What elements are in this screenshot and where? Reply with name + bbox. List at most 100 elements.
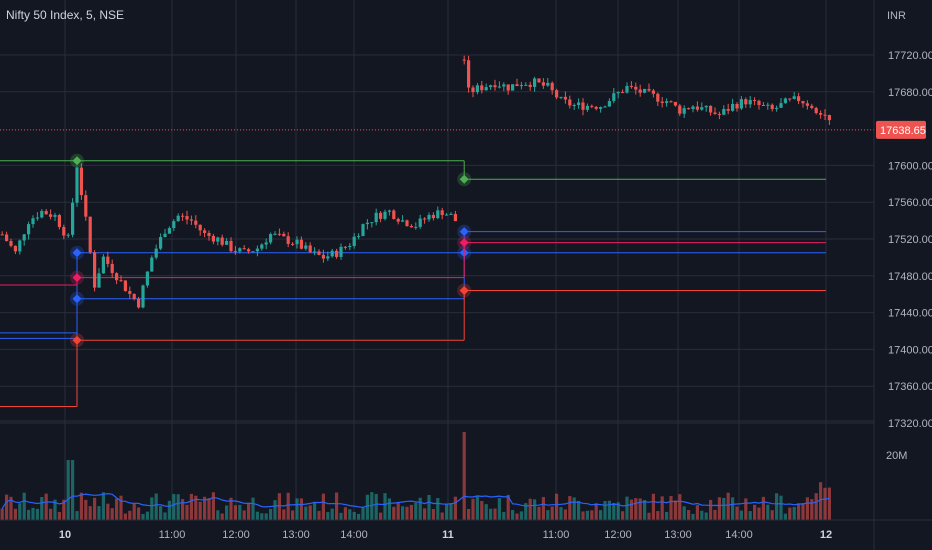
- volume-bar: [115, 498, 119, 520]
- candle-body: [216, 237, 220, 242]
- volume-bar: [211, 492, 215, 520]
- volume-bar: [207, 498, 211, 520]
- volume-bar: [291, 510, 295, 520]
- candle-body: [392, 210, 396, 219]
- volume-bar: [365, 494, 369, 520]
- candle-body: [783, 98, 787, 104]
- candle-body: [194, 220, 198, 225]
- volume-bar: [511, 509, 515, 520]
- candle-body: [308, 245, 312, 253]
- volume-bar: [572, 497, 576, 520]
- volume-bar: [229, 497, 233, 520]
- candle-body: [401, 220, 405, 222]
- volume-bar: [119, 495, 123, 520]
- volume-bar: [559, 507, 563, 520]
- volume-bar: [383, 493, 387, 520]
- candle-body: [264, 242, 268, 245]
- time-tick-label: 10: [59, 529, 71, 541]
- volume-bar: [317, 510, 321, 520]
- candle-body: [801, 101, 805, 104]
- candle-body: [682, 108, 686, 114]
- volume-bar: [748, 511, 752, 520]
- volume-bar: [40, 496, 44, 520]
- candle-body: [673, 101, 677, 106]
- symbol-title[interactable]: Nifty 50 Index, 5, NSE: [6, 8, 125, 22]
- volume-bar: [106, 503, 110, 520]
- price-tick-label: 17440.00: [888, 308, 932, 320]
- time-tick-label: 12:00: [222, 529, 250, 541]
- candle-body: [269, 234, 273, 243]
- volume-bar: [88, 506, 92, 520]
- volume-bar: [189, 493, 193, 520]
- volume-bar: [735, 506, 739, 520]
- volume-bar: [321, 493, 325, 520]
- volume-bar: [691, 513, 695, 520]
- volume-bar: [757, 507, 761, 520]
- volume-bar: [445, 504, 449, 520]
- candle-body: [203, 230, 207, 233]
- price-axis[interactable]: 17720.00 17680.00 17600.00 17560.00 17520.00…: [888, 50, 932, 430]
- candle-body: [621, 92, 625, 94]
- price-tick-label: 17320.00: [888, 418, 932, 430]
- volume-bar: [260, 513, 264, 520]
- candle-body: [634, 86, 638, 90]
- volume-bar: [792, 507, 796, 520]
- volume-bar: [414, 502, 418, 520]
- volume-bar: [819, 482, 823, 520]
- candle-body: [766, 104, 770, 106]
- volume-bar: [497, 498, 501, 520]
- candle-body: [484, 87, 488, 91]
- level-marker: [72, 335, 82, 345]
- volume-bar: [308, 505, 312, 520]
- time-tick-label: 13:00: [664, 529, 692, 541]
- volume-bar: [304, 506, 308, 520]
- candle-body: [299, 239, 303, 249]
- candle-body: [352, 236, 356, 246]
- candle-body: [106, 256, 110, 264]
- level-marker: [459, 174, 469, 184]
- candle-body: [726, 109, 730, 111]
- volume-bar: [93, 497, 97, 520]
- candle-body: [53, 215, 57, 217]
- volume-bar: [361, 507, 365, 520]
- candle-body: [9, 241, 13, 246]
- candle-body: [761, 104, 765, 106]
- candle-body: [379, 212, 383, 219]
- time-axis[interactable]: 10 11:00 12:00 13:00 14:00 11 11:00 12:00 13:00 1…: [59, 529, 832, 541]
- volume-bar: [35, 508, 39, 520]
- volume-bar: [638, 498, 642, 520]
- volume-bar: [550, 506, 554, 520]
- volume-bar: [753, 504, 757, 520]
- volume-bar: [66, 460, 70, 520]
- candle-body: [387, 210, 391, 212]
- volume-bar: [71, 460, 75, 520]
- candle-body: [79, 167, 83, 196]
- volume-bar: [167, 500, 171, 520]
- candle-body: [467, 60, 471, 88]
- volume-bar: [123, 513, 127, 520]
- candle-body: [97, 273, 101, 288]
- candle-body: [563, 96, 567, 100]
- volume-bar: [519, 511, 523, 520]
- candle-body: [110, 263, 114, 274]
- candle-body: [225, 240, 229, 245]
- volume-bar: [62, 499, 66, 520]
- candle-body: [326, 256, 330, 259]
- candle-body: [678, 105, 682, 114]
- volume-bar: [788, 507, 792, 520]
- volume-bar: [423, 508, 427, 520]
- price-tick-label: 17520.00: [888, 234, 932, 246]
- volume-bar: [396, 502, 400, 520]
- candle-body: [797, 96, 801, 102]
- volume-bar: [546, 510, 550, 520]
- candle-body: [291, 243, 295, 245]
- volume-bar: [49, 508, 53, 520]
- candle-body: [181, 215, 185, 217]
- volume-bar: [489, 508, 493, 520]
- candle-body: [247, 249, 251, 252]
- volume-bar: [603, 501, 607, 520]
- candle-body: [506, 84, 510, 91]
- candle-body: [66, 234, 70, 236]
- candle-body: [150, 257, 154, 272]
